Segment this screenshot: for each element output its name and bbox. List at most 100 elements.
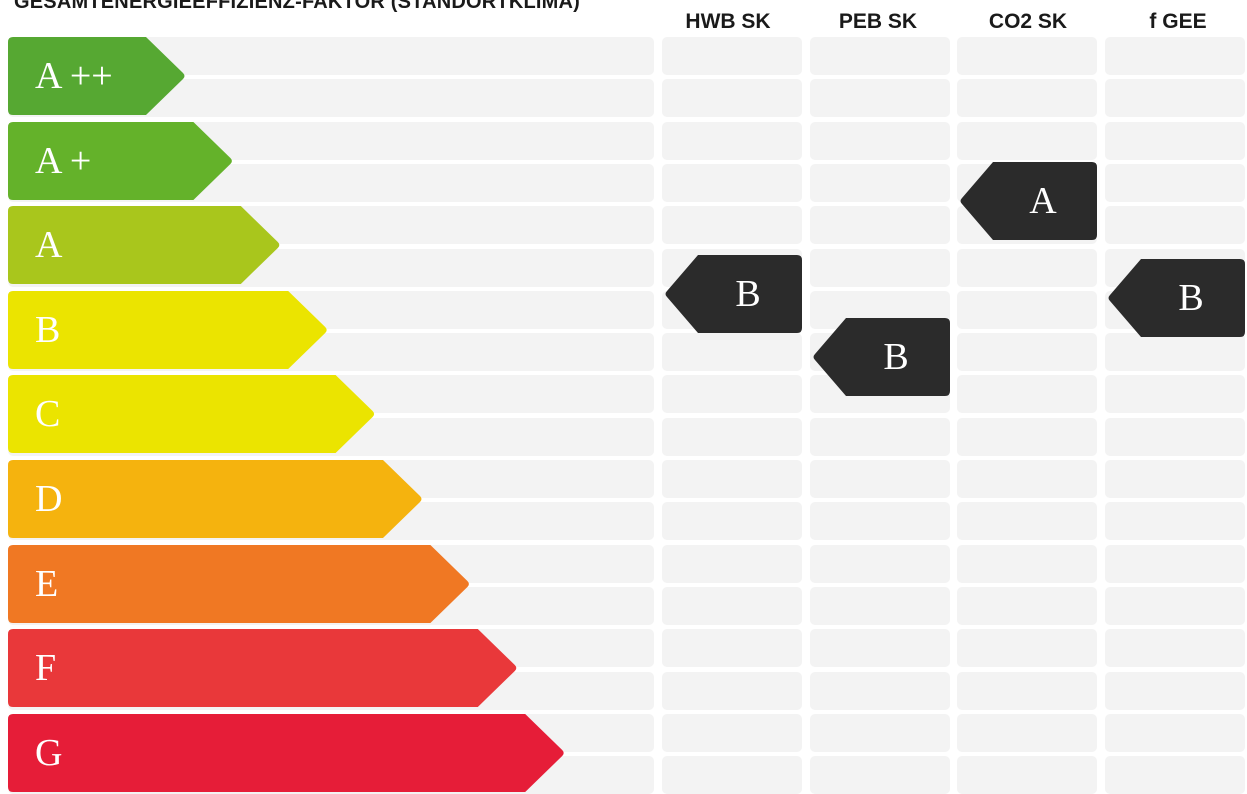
grid-cell (1105, 586, 1245, 625)
grid-cell (957, 544, 1097, 583)
column-header-co2-sk: CO2 SK (988, 10, 1068, 33)
grid-cell (957, 713, 1097, 752)
grid-cell (810, 586, 950, 625)
energy-class-arrow (8, 629, 517, 708)
grid-cell (957, 502, 1097, 541)
rating-indicator-hwb-sk: B (664, 255, 802, 334)
energy-class-bar: D (8, 460, 423, 538)
energy-class-label: F (35, 647, 57, 690)
grid-cell (1105, 671, 1245, 710)
energy-class-arrow-shape (8, 206, 280, 285)
grid-cell (957, 333, 1097, 372)
grid-cell (662, 121, 802, 160)
page-title: GESAMTENERGIEEFFIZIENZ-FAKTOR (STANDORTK… (14, 0, 581, 13)
grid-cell (810, 713, 950, 752)
energy-class-arrow-shape (8, 290, 327, 369)
grid-cell (1105, 375, 1245, 414)
rating-indicator-label: B (735, 273, 761, 316)
grid-cell (1105, 544, 1245, 583)
grid-cell (1105, 713, 1245, 752)
energy-class-label: D (35, 478, 63, 520)
energy-class-label: A + (35, 139, 92, 182)
grid-cell (957, 290, 1097, 329)
rating-indicator-shape (665, 255, 802, 334)
grid-cell (810, 629, 950, 668)
energy-class-arrow (8, 713, 564, 792)
grid-cell (662, 713, 802, 752)
energy-class-bar: A ++ (8, 37, 186, 115)
energy-class-label: C (35, 393, 61, 436)
energy-class-arrow (8, 544, 469, 623)
energy-class-bar: A (8, 206, 281, 285)
energy-class-bar: C (8, 375, 376, 454)
energy-class-label: G (35, 731, 63, 774)
energy-class-bar: B (8, 290, 328, 369)
rating-indicator-arrow (813, 318, 950, 397)
grid-cell (662, 671, 802, 710)
grid-cell (1105, 502, 1245, 541)
grid-cell (662, 375, 802, 414)
energy-class-arrow-shape (8, 375, 375, 454)
energy-class-arrow (8, 37, 185, 115)
grid-cell (662, 586, 802, 625)
energy-class-arrow-shape (8, 121, 232, 200)
grid-cell (810, 756, 950, 794)
grid-cell (810, 37, 950, 75)
energy-class-arrow-shape (8, 713, 564, 792)
grid-cell (810, 544, 950, 583)
energy-class-label: B (35, 308, 61, 351)
grid-cell (662, 163, 802, 202)
grid-cell (1105, 37, 1245, 75)
grid-cell (1105, 333, 1245, 372)
grid-cell (810, 417, 950, 456)
grid-cell (810, 163, 950, 202)
grid-cell (810, 460, 950, 498)
grid-cell (1105, 121, 1245, 160)
rating-indicator-label: B (1178, 277, 1204, 320)
energy-class-label: E (35, 562, 59, 605)
rating-indicator-shape (813, 318, 950, 397)
rating-indicator-co2-sk: A (959, 161, 1097, 240)
grid-cell (1105, 629, 1245, 668)
grid-cell (662, 37, 802, 75)
energy-class-arrow (8, 290, 327, 369)
grid-cell (1105, 79, 1245, 118)
column-header-hwb-sk: HWB SK (685, 10, 771, 33)
grid-cell (1105, 206, 1245, 245)
rating-indicator-arrow (1108, 259, 1245, 338)
grid-cell (957, 629, 1097, 668)
grid-cell (810, 206, 950, 245)
energy-class-arrow-shape (8, 544, 469, 623)
energy-class-bar: A + (8, 121, 233, 200)
grid-cell (810, 671, 950, 710)
grid-cell (957, 248, 1097, 287)
grid-cell (957, 79, 1097, 118)
grid-cell (957, 417, 1097, 456)
grid-cell (1105, 460, 1245, 498)
energy-class-bar: F (8, 629, 518, 708)
rating-indicator-label: A (1029, 179, 1057, 222)
rating-indicator-label: B (883, 336, 909, 379)
column-header-f-gee: f GEE (1149, 10, 1207, 33)
grid-cell (810, 79, 950, 118)
grid-cell (662, 79, 802, 118)
grid-cell (662, 544, 802, 583)
grid-cell (957, 671, 1097, 710)
grid-cell (662, 460, 802, 498)
grid-cell (810, 121, 950, 160)
energy-class-arrow (8, 206, 280, 285)
energy-class-label: A (35, 224, 63, 267)
grid-cell (957, 375, 1097, 414)
energy-class-arrow-shape (8, 460, 422, 538)
energy-class-bar: E (8, 544, 470, 623)
grid-cell (662, 502, 802, 541)
grid-cell (957, 37, 1097, 75)
energy-class-bar: G (8, 713, 565, 792)
grid-cell (957, 756, 1097, 794)
energy-class-arrow-shape (8, 629, 517, 708)
grid-cell (662, 206, 802, 245)
column-header-peb-sk: PEB SK (838, 10, 918, 33)
rating-indicator-f-gee: B (1107, 259, 1245, 338)
grid-cell (662, 756, 802, 794)
